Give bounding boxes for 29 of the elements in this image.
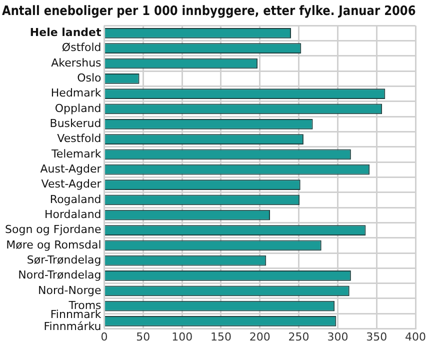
y-tick-label: Oslo [77,72,102,85]
y-tick-label: Finnmark Finnmárku [44,308,102,334]
x-tick-label: 50 [136,330,150,344]
y-tick-label: Sogn og Fjordane [4,223,102,236]
y-tick-label: Hordaland [44,208,102,221]
y-tick-label: Hele landet [30,26,102,40]
chart-title: Antall eneboliger per 1 000 innbyggere, etter fylke. Januar 2006 [2,3,416,18]
y-tick-label: Møre og Romsdal [6,238,102,252]
x-tick-label: 400 [405,330,426,344]
x-tick-label: 350 [366,330,388,344]
x-tick-label: 0 [100,330,108,344]
x-tick-label: 150 [210,330,232,344]
x-tick-label: 250 [288,330,310,344]
y-tick-label: Østfold [62,41,102,54]
y-tick-label: Telemark [50,147,102,160]
x-tick-label: 300 [327,330,348,344]
y-tick-label: Rogaland [50,192,102,206]
y-tick-label: Buskerud [50,117,102,130]
y-tick-label: Hedmark [50,86,102,100]
y-tick-label: Nord-Norge [38,284,102,297]
y-tick-label: Vestfold [57,132,102,146]
y-tick-label: Aust-Agder [40,162,102,176]
x-tick-label: 100 [172,330,193,344]
y-tick-label: Nord-Trøndelag [18,268,102,282]
y-tick-label: Sør-Trøndelag [26,253,102,266]
y-tick-label: Vest-Agder [41,178,102,191]
y-tick-label: Akershus [51,56,102,70]
x-tick-label: 200 [249,330,270,344]
y-tick-label: Oppland [54,102,102,115]
